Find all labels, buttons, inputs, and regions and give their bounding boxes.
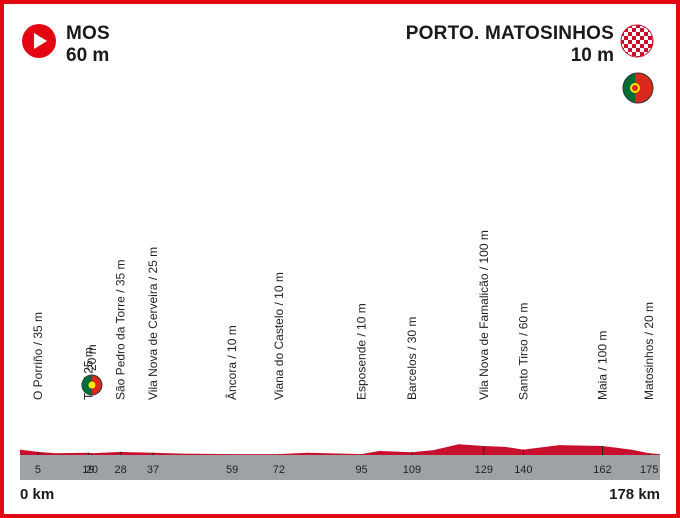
km-tick-label: 72 [273,464,285,476]
portugal-flag-icon [622,72,654,104]
km-tick-label: 5 [35,464,41,476]
km-tick-label: 19 [82,464,94,476]
km-tick-label: 140 [514,464,532,476]
place-label: O Porriño / 35 m [31,312,45,400]
start-km: 0 km [20,486,55,503]
place-label: Barcelos / 30 m [405,317,419,400]
km-tick-label: 28 [115,464,127,476]
checkered-flag-icon [620,24,654,58]
km-tick-label: 129 [475,464,493,476]
place-label: Matosinhos / 20 m [642,302,656,400]
place-label: São Pedro da Torre / 35 m [114,259,128,400]
place-label: Viana do Castelo / 10 m [272,272,286,400]
place-label: Esposende / 10 m [355,303,369,400]
finish-km: 178 km [609,486,660,503]
profile-base [20,455,660,480]
km-tick-label: 175 [640,464,658,476]
place-label: Maia / 100 m [595,331,609,400]
finish-city: PORTO. MATOSINHOS 10 m [406,24,614,65]
km-tick-label: 95 [355,464,367,476]
finish-altitude: 10 m [570,45,614,66]
place-label: Vila Nova de Cerveira / 25 m [146,247,160,400]
place-label: 20 m [85,344,99,371]
start-altitude: 60 m [66,45,110,66]
km-tick-label: 59 [226,464,238,476]
finish-city-name: PORTO. MATOSINHOS [405,23,614,44]
km-tick-label: 162 [593,464,611,476]
play-icon [22,24,56,58]
profile-area [20,444,660,455]
km-tick-label: 20 [86,464,98,476]
place-label: Vila Nova de Famalicão / 100 m [477,230,491,400]
border-flag-icon [81,374,103,396]
start-city: MOS 60 m [66,24,110,65]
km-tick-label: 37 [147,464,159,476]
place-label: Âncora / 10 m [224,325,239,400]
place-label: Santo Tirso / 60 m [516,303,530,400]
km-tick-label: 109 [403,464,421,476]
start-city-name: MOS [66,23,110,44]
